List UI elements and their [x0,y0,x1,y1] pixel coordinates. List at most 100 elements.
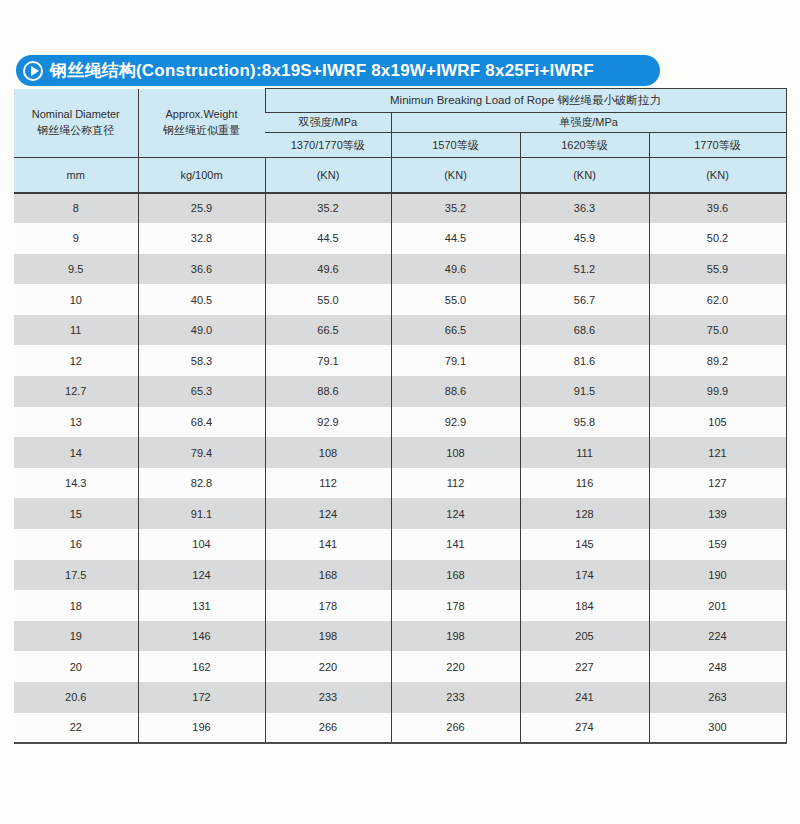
table-cell: 11 [14,315,138,346]
catalog-page: 钢丝绳结构(Construction):8x19S+IWRF 8x19W+IWR… [0,0,800,824]
table-cell: 81.6 [520,345,649,376]
table-cell: 198 [391,621,520,652]
table-cell: 10 [14,284,138,315]
table-cell: 20 [14,651,138,682]
rope-spec-table: Nominal Diameter 钢丝绳公称直径 Approx.Weight 钢… [14,88,787,744]
table-cell: 168 [265,560,391,591]
header-single-strength: 单强度/MPa [391,113,786,133]
table-cell: 79.4 [138,437,265,468]
table-row: 1258.379.179.181.689.2 [14,345,786,376]
table-cell: 248 [649,651,786,682]
table-row: 932.844.544.545.950.2 [14,223,786,254]
table-cell: 17.5 [14,560,138,591]
header-approx-weight: Approx.Weight 钢丝绳近似重量 [138,89,265,158]
table-cell: 112 [391,468,520,499]
table-cell: 146 [138,621,265,652]
play-circle-icon [23,61,43,81]
table-cell: 14 [14,437,138,468]
table-cell: 35.2 [391,193,520,224]
table-cell: 68.6 [520,315,649,346]
table-cell: 266 [265,713,391,744]
table-cell: 18 [14,590,138,621]
table-cell: 68.4 [138,407,265,438]
table-cell: 36.6 [138,254,265,285]
table-cell: 39.6 [649,193,786,224]
table-cell: 79.1 [265,345,391,376]
table-cell: 190 [649,560,786,591]
table-cell: 12.7 [14,376,138,407]
table-cell: 13 [14,407,138,438]
header-breaking-load-group: Minimun Breaking Load of Rope 钢丝绳最小破断拉力 [265,89,786,113]
table-cell: 56.7 [520,284,649,315]
table-cell: 49.6 [391,254,520,285]
table-cell: 16 [14,529,138,560]
table-cell: 178 [265,590,391,621]
table-cell: 300 [649,713,786,744]
table-cell: 128 [520,498,649,529]
table-cell: 124 [138,560,265,591]
table-cell: 220 [265,651,391,682]
table-cell: 88.6 [265,376,391,407]
table-row: 1368.492.992.995.8105 [14,407,786,438]
table-cell: 88.6 [391,376,520,407]
table-cell: 95.8 [520,407,649,438]
table-cell: 45.9 [520,223,649,254]
table-cell: 92.9 [391,407,520,438]
table-cell: 58.3 [138,345,265,376]
table-cell: 104 [138,529,265,560]
table-cell: 75.0 [649,315,786,346]
section-title-bar: 钢丝绳结构(Construction):8x19S+IWRF 8x19W+IWR… [16,55,660,86]
table-cell: 233 [391,682,520,713]
table-cell: 91.1 [138,498,265,529]
table-row: 9.536.649.649.651.255.9 [14,254,786,285]
table-cell: 20.6 [14,682,138,713]
table-cell: 263 [649,682,786,713]
table-cell: 40.5 [138,284,265,315]
unit-kg-100m: kg/100m [138,158,265,193]
header-grade-1370-1770: 1370/1770等级 [265,133,391,158]
header-nominal-diameter: Nominal Diameter 钢丝绳公称直径 [14,89,138,158]
table-cell: 227 [520,651,649,682]
table-cell: 178 [391,590,520,621]
table-cell: 162 [138,651,265,682]
table-row: 1040.555.055.056.762.0 [14,284,786,315]
table-cell: 51.2 [520,254,649,285]
table-cell: 139 [649,498,786,529]
table-row: 19146198198205224 [14,621,786,652]
header-grade-1770: 1770等级 [649,133,786,158]
table-cell: 55.0 [391,284,520,315]
table-cell: 35.2 [265,193,391,224]
table-row: 825.935.235.236.339.6 [14,193,786,224]
table-row: 1149.066.566.568.675.0 [14,315,786,346]
table-cell: 168 [391,560,520,591]
table-cell: 92.9 [265,407,391,438]
unit-kn-1: (KN) [265,158,391,193]
table-cell: 14.3 [14,468,138,499]
table-cell: 19 [14,621,138,652]
table-cell: 65.3 [138,376,265,407]
table-body: 825.935.235.236.339.6932.844.544.545.950… [14,193,786,744]
table-cell: 201 [649,590,786,621]
table-cell: 99.9 [649,376,786,407]
table-row: 16104141141145159 [14,529,786,560]
unit-mm: mm [14,158,138,193]
table-row: 1591.1124124128139 [14,498,786,529]
table-cell: 62.0 [649,284,786,315]
table-cell: 8 [14,193,138,224]
table-cell: 66.5 [265,315,391,346]
table-cell: 44.5 [265,223,391,254]
table-cell: 12 [14,345,138,376]
table-cell: 224 [649,621,786,652]
table-row: 17.5124168168174190 [14,560,786,591]
table-cell: 79.1 [391,345,520,376]
table-cell: 274 [520,713,649,744]
table-cell: 233 [265,682,391,713]
unit-kn-2: (KN) [391,158,520,193]
table-cell: 44.5 [391,223,520,254]
table-cell: 111 [520,437,649,468]
table-cell: 205 [520,621,649,652]
table-cell: 9.5 [14,254,138,285]
table-cell: 25.9 [138,193,265,224]
table-cell: 121 [649,437,786,468]
header-grade-1570: 1570等级 [391,133,520,158]
